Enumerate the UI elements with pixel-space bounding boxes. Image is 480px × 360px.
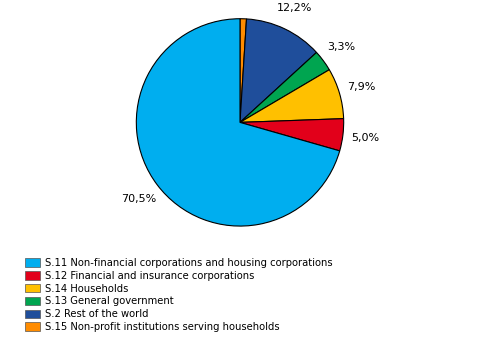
Wedge shape: [240, 70, 344, 122]
Text: 7,9%: 7,9%: [347, 82, 375, 92]
Text: 1,0%: 1,0%: [230, 0, 258, 1]
Wedge shape: [240, 19, 316, 122]
Wedge shape: [240, 119, 344, 151]
Wedge shape: [240, 19, 247, 122]
Wedge shape: [240, 53, 329, 122]
Wedge shape: [136, 19, 340, 226]
Text: 3,3%: 3,3%: [328, 42, 356, 52]
Text: 70,5%: 70,5%: [121, 194, 156, 203]
Text: 12,2%: 12,2%: [277, 3, 312, 13]
Legend: S.11 Non-financial corporations and housing corporations, S.12 Financial and ins: S.11 Non-financial corporations and hous…: [24, 257, 334, 333]
Text: 5,0%: 5,0%: [351, 133, 380, 143]
